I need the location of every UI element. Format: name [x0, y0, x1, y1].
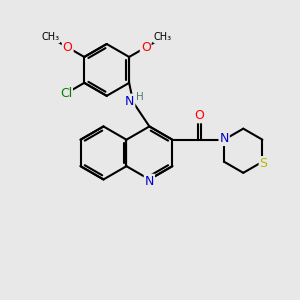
Text: N: N [145, 175, 154, 188]
Text: CH₃: CH₃ [41, 32, 59, 42]
Text: N: N [125, 94, 134, 108]
Text: N: N [220, 132, 229, 145]
Text: O: O [63, 41, 73, 54]
Text: O: O [141, 41, 151, 54]
Text: O: O [194, 109, 204, 122]
Text: CH₃: CH₃ [154, 32, 172, 42]
Text: S: S [260, 157, 268, 170]
Text: H: H [136, 92, 144, 102]
Text: Cl: Cl [60, 87, 72, 100]
